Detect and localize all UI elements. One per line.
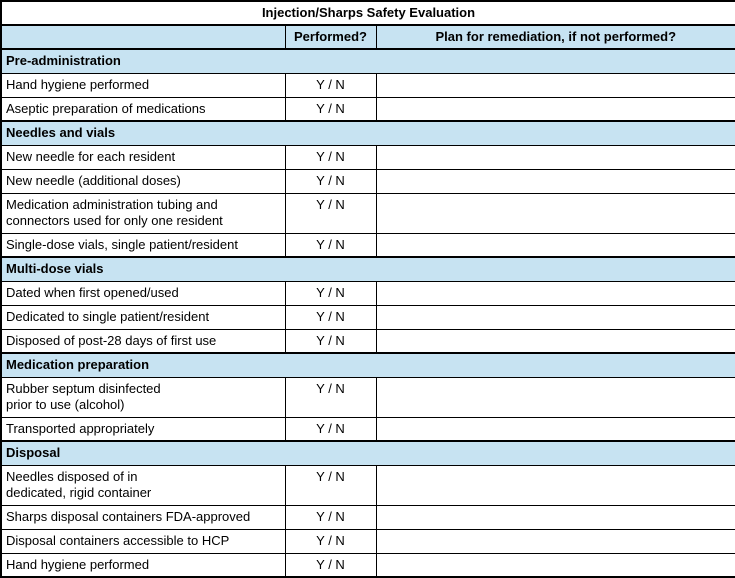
plan-cell <box>375 376 735 418</box>
table-row: Disposed of post-28 days of first use Y … <box>0 328 735 354</box>
table-row: Needles disposed of in dedicated, rigid … <box>0 464 735 506</box>
item-label: Dedicated to single patient/resident <box>0 304 286 330</box>
table-row: Sharps disposal containers FDA-approved … <box>0 504 735 530</box>
plan-cell <box>375 464 735 506</box>
plan-cell <box>375 304 735 330</box>
item-label: Medication administration tubing and con… <box>0 192 286 234</box>
item-label: Hand hygiene performed <box>0 72 286 98</box>
item-label: Aseptic preparation of medications <box>0 96 286 122</box>
plan-cell <box>375 528 735 554</box>
plan-cell <box>375 192 735 234</box>
plan-cell <box>375 232 735 258</box>
section-header-row: Medication preparation <box>0 352 735 378</box>
table-row: Dedicated to single patient/resident Y /… <box>0 304 735 330</box>
table-row: Hand hygiene performed Y / N <box>0 72 735 98</box>
yn-option: Y / N <box>284 504 377 530</box>
yn-option: Y / N <box>284 72 377 98</box>
table-row: Dated when first opened/used Y / N <box>0 280 735 306</box>
yn-option: Y / N <box>284 464 377 506</box>
item-label: New needle (additional doses) <box>0 168 286 194</box>
item-label: Disposal containers accessible to HCP <box>0 528 286 554</box>
table-row: Hand hygiene performed Y / N <box>0 552 735 578</box>
table-row: Transported appropriately Y / N <box>0 416 735 442</box>
yn-option: Y / N <box>284 144 377 170</box>
plan-cell <box>375 144 735 170</box>
plan-cell <box>375 72 735 98</box>
table-row: Rubber septum disinfected prior to use (… <box>0 376 735 418</box>
section-header-row: Multi-dose vials <box>0 256 735 282</box>
section-title-needles-and-vials: Needles and vials <box>0 120 735 146</box>
section-title-multi-dose-vials: Multi-dose vials <box>0 256 735 282</box>
yn-option: Y / N <box>284 304 377 330</box>
plan-cell <box>375 168 735 194</box>
section-header-row: Needles and vials <box>0 120 735 146</box>
section-title-medication-preparation: Medication preparation <box>0 352 735 378</box>
plan-cell <box>375 416 735 442</box>
item-label: Hand hygiene performed <box>0 552 286 578</box>
table-row: Medication administration tubing and con… <box>0 192 735 234</box>
item-label: Sharps disposal containers FDA-approved <box>0 504 286 530</box>
column-header-row: Performed? Plan for remediation, if not … <box>0 24 735 50</box>
yn-option: Y / N <box>284 192 377 234</box>
plan-cell <box>375 96 735 122</box>
yn-option: Y / N <box>284 552 377 578</box>
table-row: Single-dose vials, single patient/reside… <box>0 232 735 258</box>
item-label: Disposed of post-28 days of first use <box>0 328 286 354</box>
yn-option: Y / N <box>284 376 377 418</box>
table-row: New needle for each resident Y / N <box>0 144 735 170</box>
yn-option: Y / N <box>284 416 377 442</box>
item-label: Single-dose vials, single patient/reside… <box>0 232 286 258</box>
form-title: Injection/Sharps Safety Evaluation <box>0 0 735 26</box>
yn-option: Y / N <box>284 96 377 122</box>
table-row: Aseptic preparation of medications Y / N <box>0 96 735 122</box>
plan-cell <box>375 552 735 578</box>
section-header-row: Disposal <box>0 440 735 466</box>
table-row: New needle (additional doses) Y / N <box>0 168 735 194</box>
item-label: Needles disposed of in dedicated, rigid … <box>0 464 286 506</box>
item-label: New needle for each resident <box>0 144 286 170</box>
item-label: Rubber septum disinfected prior to use (… <box>0 376 286 418</box>
plan-cell <box>375 280 735 306</box>
yn-option: Y / N <box>284 168 377 194</box>
plan-column-header: Plan for remediation, if not performed? <box>375 24 735 50</box>
plan-cell <box>375 504 735 530</box>
yn-option: Y / N <box>284 232 377 258</box>
performed-column-header: Performed? <box>284 24 377 50</box>
title-row: Injection/Sharps Safety Evaluation <box>0 0 735 26</box>
section-header-row: Pre-administration <box>0 48 735 74</box>
section-title-disposal: Disposal <box>0 440 735 466</box>
plan-cell <box>375 328 735 354</box>
item-column-header-empty <box>0 24 286 50</box>
yn-option: Y / N <box>284 528 377 554</box>
section-title-pre-administration: Pre-administration <box>0 48 735 74</box>
yn-option: Y / N <box>284 328 377 354</box>
item-label: Dated when first opened/used <box>0 280 286 306</box>
item-label: Transported appropriately <box>0 416 286 442</box>
yn-option: Y / N <box>284 280 377 306</box>
table-row: Disposal containers accessible to HCP Y … <box>0 528 735 554</box>
